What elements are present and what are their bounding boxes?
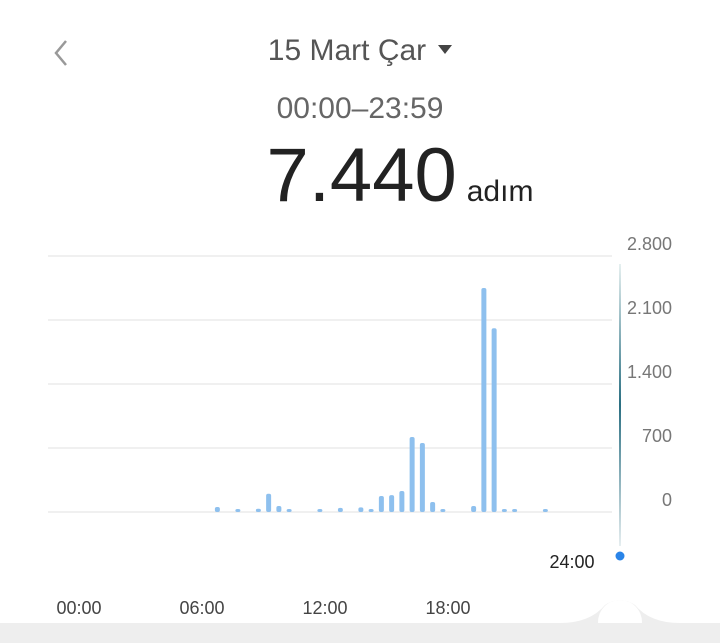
bar [471, 506, 477, 512]
bar [399, 490, 405, 512]
time-range: 00:00–23:59 [276, 92, 444, 125]
caret-down-icon [438, 44, 453, 54]
x-tick-label: 12:00 [302, 598, 347, 618]
bar [337, 507, 343, 512]
x-tick-label: 06:00 [179, 598, 224, 618]
date-label: 15 Mart Çar [267, 34, 427, 67]
y-tick-label: 1.400 [627, 362, 672, 382]
back-button[interactable] [50, 36, 80, 70]
bar [255, 508, 261, 512]
y-tick-label: 0 [662, 490, 672, 510]
y-tick-label: 2.800 [627, 234, 672, 254]
chevron-left-icon [54, 40, 67, 66]
bar [378, 496, 384, 512]
bar [286, 509, 292, 512]
cursor-time-label: 24:00 [549, 552, 594, 572]
y-tick-label: 2.100 [627, 298, 672, 318]
bar [440, 509, 446, 512]
bar [419, 442, 425, 512]
cursor-dot [615, 551, 625, 561]
bar [430, 501, 436, 512]
steps-unit: adım [466, 175, 534, 208]
bar [501, 509, 507, 512]
bar [481, 288, 487, 512]
x-tick-label: 18:00 [425, 598, 470, 618]
bar [214, 506, 220, 512]
bar [389, 495, 395, 512]
bar [542, 509, 548, 512]
date-selector[interactable]: 15 Mart Çar [0, 34, 720, 68]
bar [409, 437, 415, 512]
cursor-line [619, 264, 621, 546]
bar [512, 509, 518, 512]
total-steps: 7.440 adım [0, 132, 720, 219]
steps-value: 7.440 [266, 133, 457, 218]
y-tick-label: 700 [642, 426, 672, 446]
bar [266, 493, 272, 512]
bar [317, 509, 323, 512]
x-tick-label: 00:00 [56, 598, 101, 618]
bottom-bar [0, 623, 720, 643]
bar [276, 506, 282, 512]
bar [491, 328, 497, 512]
bar [368, 509, 374, 512]
bar [358, 507, 364, 512]
bar [235, 509, 241, 512]
